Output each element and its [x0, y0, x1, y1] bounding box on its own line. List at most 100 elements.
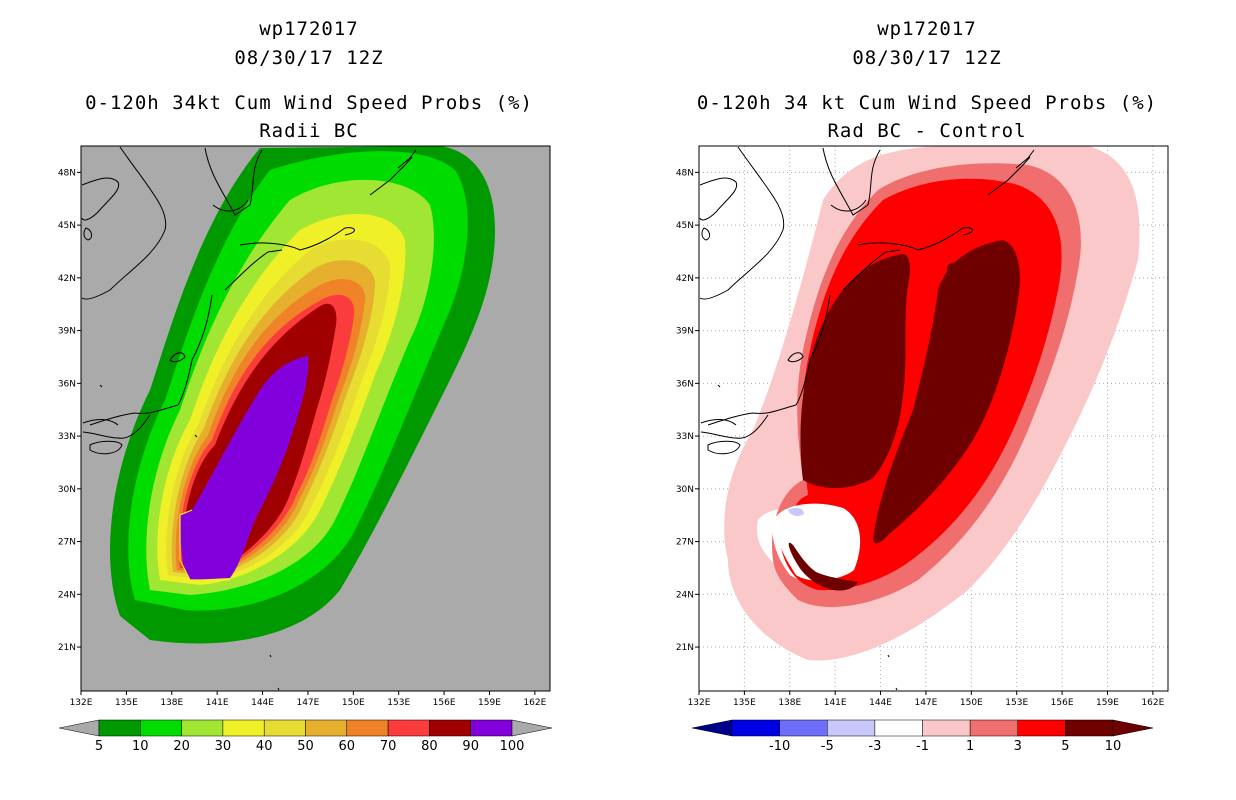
left-lon-label: 150E [342, 698, 365, 708]
left-lon-label: 144E [251, 698, 274, 708]
right-colorbar-label: 3 [1014, 739, 1022, 754]
right-band-neg1 [788, 507, 804, 517]
right-lon-label: 147E [914, 698, 937, 708]
left-lon-label: 153E [387, 698, 410, 708]
left-colorbar-swatch [98, 719, 141, 737]
left-storm-id: wp172017 [259, 18, 359, 40]
left-lon-label: 156E [433, 698, 456, 708]
left-colorbar-swatch [140, 719, 182, 737]
right-map-frame [698, 145, 1169, 692]
right-colorbar-label: -3 [868, 739, 881, 754]
right-colorbar-label: 10 [1105, 739, 1122, 754]
right-lon-label: 132E [688, 698, 711, 708]
left-subtitle: Radii BC [259, 120, 359, 142]
right-title: 0-120h 34 kt Cum Wind Speed Probs (%) [696, 92, 1158, 114]
right-colorbar-swatch [779, 719, 828, 737]
left-lat-label: 27N [58, 538, 76, 548]
left-lat-label: 45N [58, 221, 76, 231]
left-lat-label: 42N [58, 274, 76, 284]
left-lon-label: 132E [70, 698, 93, 708]
right-panel: wp172017 08/30/17 12Z 0-120h 34 kt Cum W… [618, 0, 1236, 800]
left-lat-label: 33N [58, 432, 76, 442]
right-lat-label: 39N [676, 327, 694, 337]
right-lon-label: 150E [960, 698, 983, 708]
right-band-10d [946, 262, 964, 287]
right-lon-label: 144E [869, 698, 892, 708]
left-colorbar-swatch [429, 719, 471, 737]
left-band-90 [180, 356, 309, 580]
left-panel: wp172017 08/30/17 12Z 0-120h 34kt Cum Wi… [58, 18, 553, 754]
right-datetime: 08/30/17 12Z [852, 47, 1002, 69]
left-lon-label: 147E [296, 698, 319, 708]
left-colorbar-label: 10 [132, 739, 149, 754]
right-axis-labels: 132E 135E 138E 141E 144E 147E 150E 153E 156E 159E… [676, 168, 1165, 708]
left-colorbar-swatch [181, 719, 224, 737]
left-colorbar-swatch [470, 719, 513, 737]
right-lon-label: 153E [1005, 698, 1028, 708]
left-lat-label: 48N [58, 168, 76, 178]
left-map: 132E 135E 138E 141E 144E 147E 150E 153E 156E 159E… [58, 145, 551, 708]
right-lat-label: 27N [676, 538, 694, 548]
left-colorbar-label: 20 [173, 739, 190, 754]
left-colorbar-upper-arrow [511, 719, 553, 737]
left-coastlines [81, 146, 417, 691]
right-colorbar-label: -1 [916, 739, 929, 754]
right-colorbar-label: 1 [966, 739, 974, 754]
right-coastlines [699, 146, 1035, 691]
left-colorbar-label: 70 [380, 739, 397, 754]
right-colorbar-upper-arrow [1112, 719, 1154, 737]
left-colorbar-label: 90 [462, 739, 479, 754]
left-lon-label: 162E [523, 698, 546, 708]
right-colorbar-swatch [969, 719, 1018, 737]
left-lon-label: 135E [115, 698, 138, 708]
right-band-10c [788, 542, 858, 591]
right-colorbar-swatch [922, 719, 971, 737]
left-colorbar-label: 40 [256, 739, 273, 754]
left-colorbar-lower-arrow [58, 719, 100, 737]
right-lat-label: 33N [676, 432, 694, 442]
left-colorbar-swatch [387, 719, 430, 737]
left-datetime: 08/30/17 12Z [234, 47, 384, 69]
right-colorbar-swatch [827, 719, 876, 737]
right-colorbar: -10 -5 -3 -1 1 3 5 10 [691, 719, 1154, 754]
right-lat-label: 48N [676, 168, 694, 178]
left-title: 0-120h 34kt Cum Wind Speed Probs (%) [85, 92, 533, 114]
left-lat-label: 21N [58, 643, 76, 653]
left-colorbar: 5 10 20 30 40 50 60 70 80 90 100 [58, 719, 553, 754]
right-lon-label: 138E [778, 698, 801, 708]
right-colorbar-lower-arrow [691, 719, 733, 737]
left-lon-label: 159E [478, 698, 501, 708]
right-lon-label: 162E [1141, 698, 1164, 708]
right-colorbar-swatch [874, 719, 923, 737]
left-map-frame [80, 145, 551, 692]
left-colorbar-label: 60 [339, 739, 356, 754]
left-lat-label: 36N [58, 379, 76, 389]
left-lat-label: 39N [58, 327, 76, 337]
left-colorbar-label: 5 [95, 739, 103, 754]
left-colorbar-label: 100 [500, 739, 525, 754]
right-colorbar-swatch [731, 719, 780, 737]
left-lat-label: 24N [58, 590, 76, 600]
left-colorbar-swatch [222, 719, 265, 737]
right-lon-label: 135E [733, 698, 756, 708]
right-colorbar-label: -5 [821, 739, 834, 754]
right-storm-id: wp172017 [877, 18, 977, 40]
left-colorbar-swatch [346, 719, 389, 737]
right-lat-label: 45N [676, 221, 694, 231]
right-colorbar-swatch [1065, 719, 1114, 737]
right-difference-shading [724, 146, 1140, 661]
right-lat-label: 30N [676, 485, 694, 495]
right-lat-label: 24N [676, 590, 694, 600]
left-colorbar-swatch [305, 719, 348, 737]
right-map: 132E 135E 138E 141E 144E 147E 150E 153E 156E 159E… [676, 145, 1169, 708]
right-band-10a [800, 253, 910, 489]
right-lon-label: 159E [1096, 698, 1119, 708]
right-lat-label: 36N [676, 379, 694, 389]
right-colorbar-label: 5 [1061, 739, 1069, 754]
left-lon-label: 141E [206, 698, 229, 708]
right-band-10b [873, 240, 1020, 544]
left-probability-shading [110, 146, 495, 644]
right-colorbar-swatch [1017, 719, 1066, 737]
left-band-90-edge [179, 509, 230, 581]
left-colorbar-label: 30 [215, 739, 232, 754]
